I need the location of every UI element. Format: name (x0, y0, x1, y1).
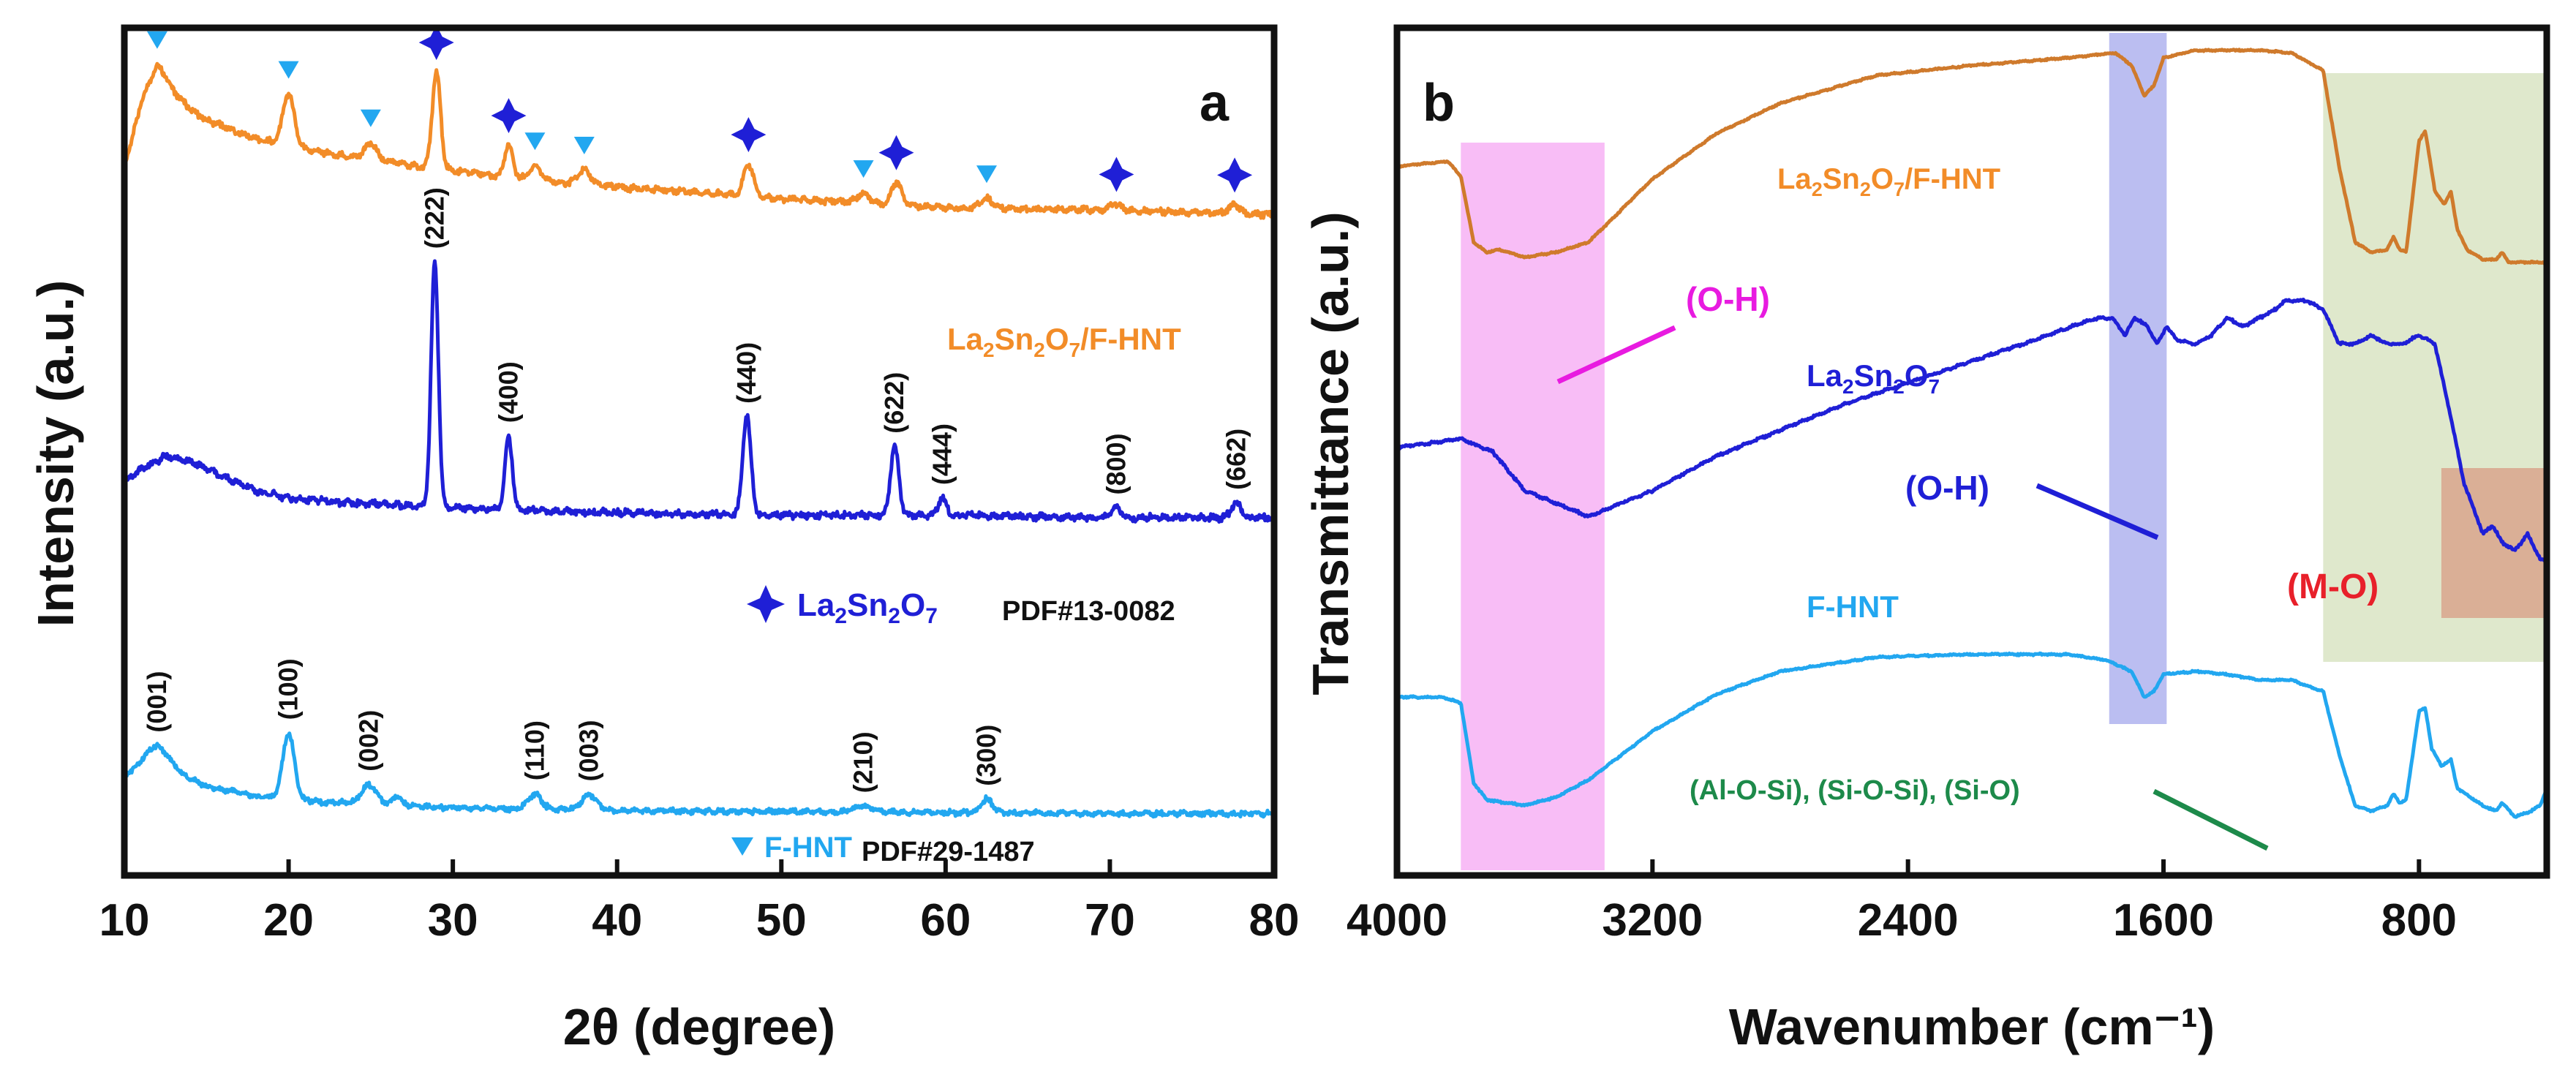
ftir-annotation-sio-leader (2153, 788, 2269, 851)
xrd-fhnt-marker (853, 160, 874, 178)
xrd-la2sn2o7-marker (1099, 157, 1134, 192)
xrd-la2sn2o7-hkl-label: (662) (1221, 429, 1251, 490)
xrd-la2sn2o7-hkl-label: (622) (879, 372, 909, 434)
xrd-panel: (222) (400) (440) (622) (444) (800) (662) (001)… (27, 24, 1300, 1055)
xrd-fhnt-marker (278, 61, 299, 79)
xrd-x-axis-label: 2θ (degree) (563, 998, 835, 1055)
xrd-legend-star-icon (747, 585, 785, 623)
ftir-panel-label: b (1423, 74, 1455, 132)
xrd-x-tick-label: 60 (920, 895, 971, 946)
xrd-la2sn2o7-marker (491, 98, 527, 134)
xrd-legend-fhnt-pdf: PDF#29-1487 (862, 837, 1035, 867)
xrd-la2sn2o7-marker (878, 135, 914, 170)
ftir-highlight-band-3 (2441, 468, 2547, 618)
xrd-fhnt-hkl-label: (002) (354, 710, 384, 772)
xrd-fhnt-marker (524, 132, 546, 151)
ftir-annotation-oh-2-leader (2035, 483, 2159, 540)
ftir-x-tick-label: 4000 (1347, 895, 1447, 946)
ftir-panel: 4000 3200 2400 1600 800 b La2Sn2O7/F-HNT La2… (1302, 24, 2550, 1055)
ftir-annotation-oh-1-leader (1556, 325, 1676, 385)
ftir-x-tick-label: 1600 (2113, 895, 2214, 946)
ftir-x-tick-label: 3200 (1602, 895, 1703, 946)
xrd-curves (122, 61, 1276, 819)
xrd-phase-markers (146, 25, 1253, 193)
ftir-x-axis-ticks: 4000 3200 2400 1600 800 (1347, 859, 2457, 946)
ftir-x-tick-label: 2400 (1858, 895, 1959, 946)
xrd-x-tick-label: 70 (1085, 895, 1135, 946)
xrd-curve-0 (122, 61, 1276, 220)
xrd-panel-label: a (1200, 74, 1229, 132)
xrd-hkl-labels: (222) (400) (440) (622) (444) (800) (662) (001)… (142, 187, 1251, 793)
xrd-label-composite: La2Sn2O7/F-HNT (947, 322, 1181, 361)
xrd-la2sn2o7-marker (1217, 157, 1253, 193)
ftir-x-tick-label: 800 (2381, 895, 2457, 946)
xrd-fhnt-marker (573, 136, 595, 154)
xrd-curve-1 (123, 259, 1276, 524)
xrd-la2sn2o7-hkl-label: (444) (927, 423, 957, 485)
ftir-annotation-mo: (M-O) (2287, 568, 2379, 606)
ftir-curve-0 (1396, 48, 2548, 265)
ftir-y-axis-label: Transmittance (a.u.) (1302, 211, 1359, 695)
xrd-fhnt-marker (360, 109, 381, 127)
ftir-label-fhnt: F-HNT (1807, 589, 1899, 624)
xrd-curve-2 (122, 731, 1276, 819)
ftir-highlight-bands (1461, 33, 2547, 870)
ftir-annotation-sio: (Al-O-Si), (Si-O-Si), (Si-O) (1690, 775, 2020, 806)
xrd-fhnt-hkl-label: (210) (848, 731, 878, 793)
xrd-la2sn2o7-hkl-label: (800) (1101, 433, 1131, 494)
xrd-legend-fhnt: F-HNT (764, 832, 852, 864)
xrd-x-tick-label: 10 (99, 895, 150, 946)
xrd-fhnt-marker (976, 165, 997, 184)
xrd-x-tick-label: 20 (263, 895, 314, 946)
ftir-highlight-band-0 (1461, 143, 1605, 870)
xrd-y-axis-label: Intensity (a.u.) (27, 280, 84, 627)
xrd-fhnt-hkl-label: (001) (142, 671, 172, 733)
xrd-plot-frame (121, 24, 1278, 879)
xrd-la2sn2o7-hkl-label: (400) (494, 361, 524, 423)
xrd-x-tick-label: 30 (428, 895, 478, 946)
xrd-legend-triangle-icon (731, 837, 753, 856)
xrd-la2sn2o7-marker (731, 117, 767, 153)
ftir-label-la2sn2o7: La2Sn2O7 (1807, 358, 1940, 398)
xrd-fhnt-hkl-label: (300) (971, 725, 1001, 786)
ftir-annotation-oh-2: (O-H) (1905, 469, 1989, 507)
ftir-label-composite: La2Sn2O7/F-HNT (1777, 163, 2000, 200)
ftir-highlight-band-1 (2109, 33, 2167, 724)
xrd-x-tick-label: 50 (756, 895, 807, 946)
xrd-fhnt-hkl-label: (003) (574, 720, 604, 781)
xrd-legend-la2sn2o7-pdf: PDF#13-0082 (1002, 596, 1175, 627)
xrd-la2sn2o7-hkl-label: (222) (419, 187, 449, 249)
xrd-x-axis-ticks: 10 20 30 40 50 60 70 80 (99, 859, 1300, 946)
ftir-annotation-oh-1: (O-H) (1686, 280, 1770, 318)
ftir-curves (1396, 48, 2549, 819)
ftir-curve-2 (1396, 651, 2549, 819)
xrd-fhnt-hkl-label: (110) (519, 720, 549, 780)
xrd-x-tick-label: 40 (592, 895, 642, 946)
xrd-la2sn2o7-hkl-label: (440) (731, 342, 761, 404)
xrd-legend-la2sn2o7: La2Sn2O7 (797, 587, 938, 628)
xrd-la2sn2o7-marker (418, 25, 454, 61)
ftir-x-axis-label: Wavenumber (cm⁻¹) (1729, 998, 2215, 1055)
xrd-fhnt-marker (146, 31, 167, 49)
xrd-x-tick-label: 80 (1249, 895, 1300, 946)
xrd-fhnt-hkl-label: (100) (274, 658, 304, 720)
ftir-curve-1 (1396, 298, 2548, 562)
ftir-plot-frame (1393, 24, 2550, 879)
